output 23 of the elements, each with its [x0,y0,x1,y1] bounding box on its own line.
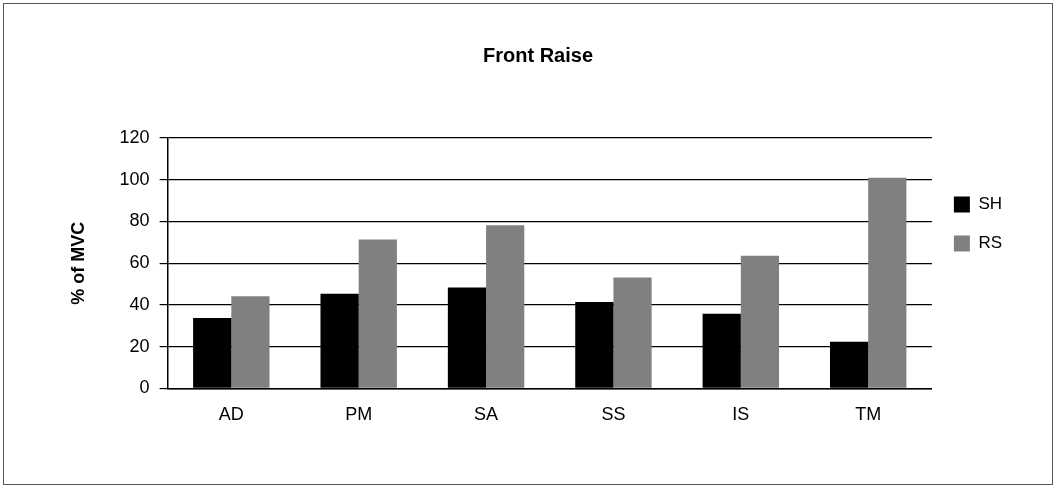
y-tick-label: 20 [129,335,150,356]
x-tick-label: IS [732,404,750,425]
legend-label: RS [978,233,1003,253]
y-tick-label: 80 [129,210,150,231]
x-tick-label: PM [345,404,373,425]
y-tick-label: 40 [129,293,150,314]
bar [740,255,780,388]
bar [231,296,270,388]
bar [358,239,397,388]
chart-title: Front Raise [482,43,594,66]
x-tick-label: TM [855,404,882,425]
y-tick-label: 100 [119,168,150,189]
x-tick-label: SA [474,404,499,425]
y-axis-title: % of MVC [67,221,88,305]
x-tick-label: AD [218,404,244,425]
bar [868,177,907,388]
y-tick-label: 60 [129,252,150,273]
x-tick-label: SS [601,404,626,425]
y-tick-label: 0 [139,377,150,398]
legend-label: SH [978,194,1003,214]
y-tick-label: 120 [119,126,150,147]
bar [486,225,525,388]
bar [613,277,652,388]
